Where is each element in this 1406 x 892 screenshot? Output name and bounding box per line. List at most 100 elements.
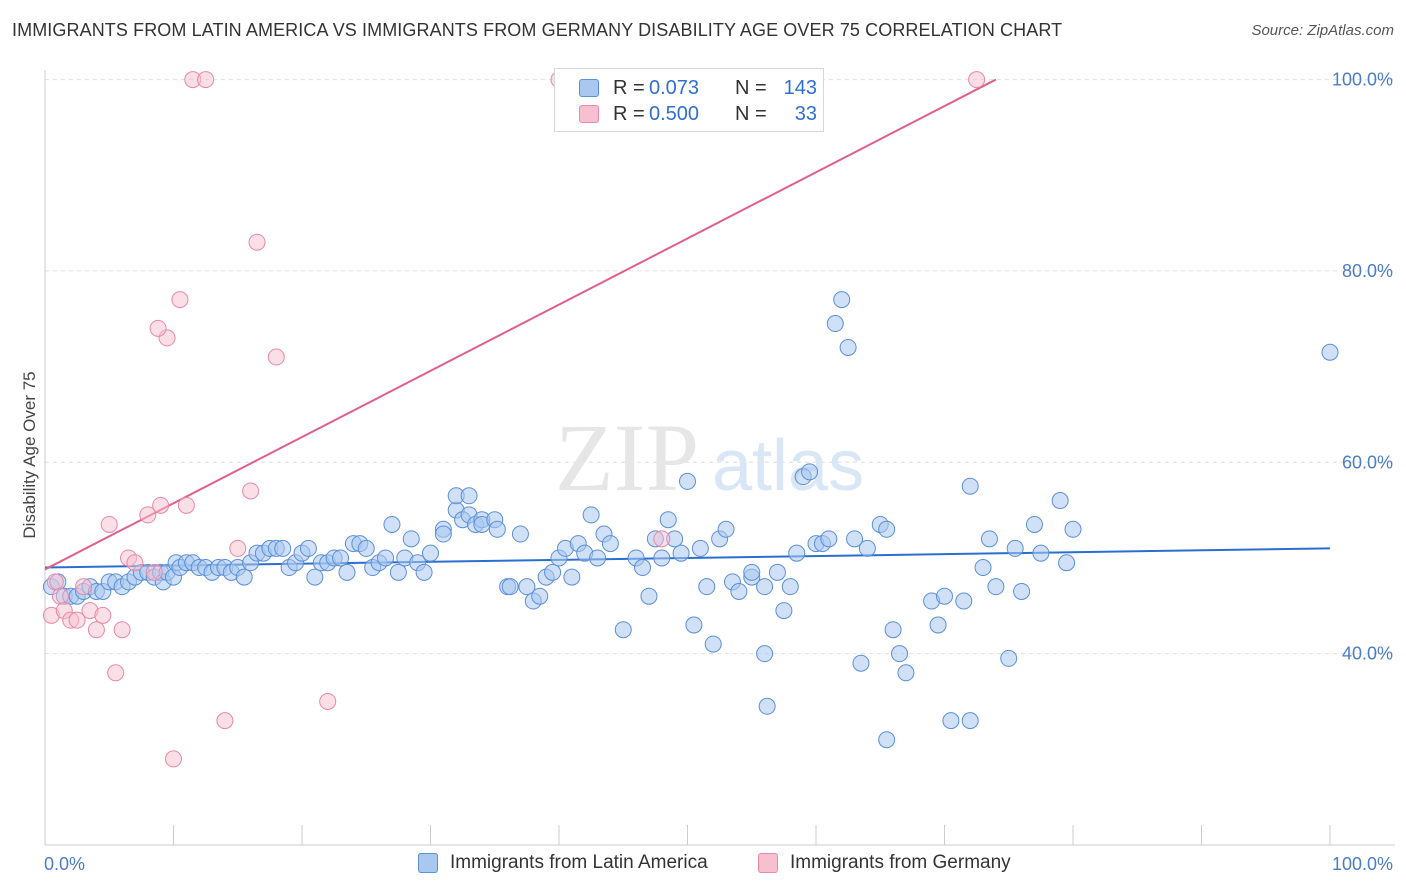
legend-r-value: 0.500 xyxy=(649,102,700,125)
data-point-latin-america xyxy=(878,520,896,538)
data-point-latin-america xyxy=(987,578,1005,596)
data-point-latin-america xyxy=(332,549,350,567)
y-tick-label: 100.0% xyxy=(1332,70,1393,90)
data-point-latin-america xyxy=(974,559,992,577)
data-point-latin-america xyxy=(980,530,998,548)
data-point-latin-america xyxy=(389,563,407,581)
axes xyxy=(44,70,1395,846)
data-point-latin-america xyxy=(1032,544,1050,562)
legend-swatch-blue xyxy=(579,79,599,97)
legend-label: Immigrants from Germany xyxy=(790,852,1011,873)
series-legend: Immigrants from Latin America Immigrants… xyxy=(0,852,1406,878)
data-point-latin-america xyxy=(833,291,851,309)
data-point-latin-america xyxy=(614,621,632,639)
data-point-germany xyxy=(177,496,195,514)
data-point-latin-america xyxy=(820,530,838,548)
data-point-latin-america xyxy=(704,635,722,653)
data-point-latin-america xyxy=(852,654,870,672)
data-point-latin-america xyxy=(961,712,979,730)
data-point-latin-america xyxy=(299,539,317,557)
data-point-latin-america xyxy=(383,515,401,533)
data-point-latin-america xyxy=(858,539,876,557)
data-point-latin-america xyxy=(846,530,864,548)
data-point-germany xyxy=(149,319,167,337)
legend-swatch-pink xyxy=(758,853,778,873)
data-point-latin-america xyxy=(756,645,774,663)
data-point-latin-america xyxy=(942,712,960,730)
data-point-germany xyxy=(165,750,182,768)
legend-swatch-pink xyxy=(579,105,599,123)
data-point-germany xyxy=(107,664,125,682)
data-point-latin-america xyxy=(274,539,292,557)
data-point-latin-america xyxy=(402,530,420,548)
data-point-latin-america xyxy=(691,539,709,557)
data-point-germany xyxy=(653,530,671,548)
data-point-latin-america xyxy=(961,477,979,495)
data-point-latin-america xyxy=(640,587,658,605)
data-point-germany xyxy=(171,291,189,309)
legend-n-value: 33 xyxy=(794,102,817,125)
data-point-latin-america xyxy=(955,592,973,610)
correlation-legend: R = 0.073 N = 143 R = 0.500 N = 33 xyxy=(554,68,824,132)
data-point-germany xyxy=(87,621,105,639)
data-point-latin-america xyxy=(1051,492,1069,510)
data-point-latin-america xyxy=(717,520,735,538)
data-point-latin-america xyxy=(1013,582,1031,600)
data-point-latin-america xyxy=(1058,554,1076,572)
data-point-latin-america xyxy=(1321,343,1339,361)
y-tick-label: 40.0% xyxy=(1342,644,1393,664)
data-point-germany xyxy=(100,515,118,533)
legend-row-latin-america: R = 0.073 N = 143 xyxy=(579,76,817,100)
series-latin-america-points xyxy=(42,291,1339,749)
trend-line-germany xyxy=(44,78,997,571)
data-point-latin-america xyxy=(582,506,600,524)
data-point-latin-america xyxy=(936,587,953,605)
data-point-latin-america xyxy=(653,549,671,567)
data-point-germany xyxy=(46,573,64,591)
data-point-latin-america xyxy=(685,616,703,634)
data-point-germany xyxy=(75,578,93,596)
data-point-germany xyxy=(51,587,69,605)
data-point-germany xyxy=(248,233,266,251)
data-point-latin-america xyxy=(531,587,549,605)
data-point-latin-america xyxy=(679,472,696,490)
data-point-latin-america xyxy=(672,544,690,562)
legend-r-value: 0.073 xyxy=(649,76,700,99)
data-point-latin-america xyxy=(488,520,506,538)
data-point-latin-america xyxy=(422,544,439,562)
legend-swatch-blue xyxy=(418,853,438,873)
data-point-latin-america xyxy=(357,539,375,557)
x-tick-label: 100.0% xyxy=(1332,854,1393,874)
legend-item-germany: Immigrants from Germany xyxy=(758,852,1011,874)
data-point-germany xyxy=(68,611,86,629)
legend-label: Immigrants from Latin America xyxy=(450,852,708,873)
data-point-latin-america xyxy=(589,549,607,567)
data-point-latin-america xyxy=(415,563,433,581)
data-point-latin-america xyxy=(511,525,529,543)
data-point-latin-america xyxy=(698,578,716,596)
data-point-latin-america xyxy=(839,338,857,356)
data-point-latin-america xyxy=(659,511,677,529)
data-point-latin-america xyxy=(1025,515,1043,533)
y-tick-label: 60.0% xyxy=(1342,452,1393,472)
y-axis-label: Disability Age Over 75 xyxy=(20,371,39,538)
data-point-latin-america xyxy=(801,463,819,481)
data-point-latin-america xyxy=(544,563,562,581)
data-point-germany xyxy=(319,692,337,710)
data-point-latin-america xyxy=(756,578,774,596)
legend-row-germany: R = 0.500 N = 33 xyxy=(579,102,817,126)
data-point-germany xyxy=(229,539,247,557)
data-point-latin-america xyxy=(460,487,478,505)
data-point-latin-america xyxy=(634,559,652,577)
data-point-latin-america xyxy=(781,578,799,596)
data-point-latin-america xyxy=(743,563,761,581)
data-point-latin-america xyxy=(878,731,896,749)
data-point-latin-america xyxy=(775,602,793,620)
data-point-latin-america xyxy=(501,578,519,596)
data-point-germany xyxy=(94,606,112,624)
data-point-latin-america xyxy=(235,568,253,586)
data-point-germany xyxy=(152,496,170,514)
data-point-latin-america xyxy=(1064,520,1082,538)
data-point-germany xyxy=(113,621,131,639)
data-point-latin-america xyxy=(788,544,806,562)
